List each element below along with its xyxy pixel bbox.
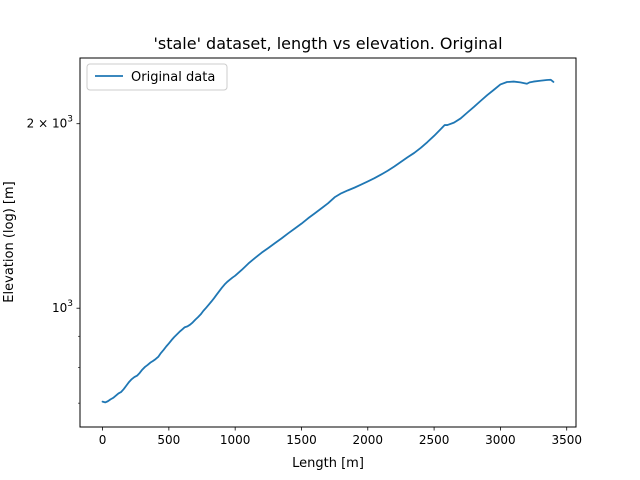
plot-frame	[79, 57, 577, 428]
x-tick-label: 1000	[220, 433, 251, 447]
x-tick-label: 2000	[353, 433, 384, 447]
ticks-layer: 0 500 1000 1500 2000 2500 3000 3500 103 2 × 103	[27, 115, 582, 447]
series-line-original-data	[101, 78, 555, 404]
chart-title: 'stale' dataset, length vs elevation. Or…	[153, 34, 502, 53]
legend-box	[86, 63, 228, 91]
x-tick-label: 3500	[551, 433, 582, 447]
legend-label: Original data	[131, 70, 215, 85]
y-tick-label: 2 × 103	[27, 115, 73, 131]
legend: Original data	[86, 63, 228, 91]
y-tick-label: 103	[52, 299, 73, 315]
x-tick-label: 3000	[485, 433, 516, 447]
x-tick-label: 0	[99, 433, 107, 447]
x-tick-label: 2500	[419, 433, 450, 447]
plot-layer	[101, 78, 555, 404]
x-tick-label: 1500	[286, 433, 317, 447]
y-axis-label: Elevation (log) [m]	[2, 181, 17, 302]
x-tick-label: 500	[157, 433, 180, 447]
x-axis-label: Length [m]	[292, 456, 364, 471]
